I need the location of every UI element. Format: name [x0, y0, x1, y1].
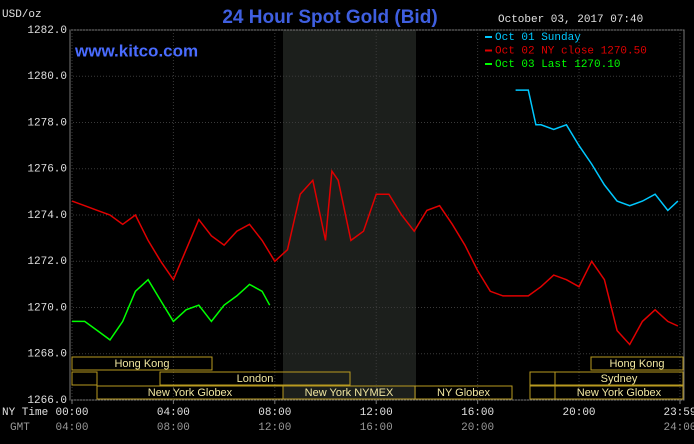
legend-label: Oct 01 Sunday [495, 32, 581, 44]
x-tick-label: 04:00 [157, 407, 190, 419]
price-line [72, 278, 271, 341]
timestamp: October 03, 2017 07:40 [498, 14, 643, 26]
x2-tick-label: 16:00 [360, 422, 393, 434]
x-tick-label: 20:00 [563, 407, 596, 419]
session-box [414, 385, 513, 400]
session-label: London [237, 373, 274, 385]
session-label: Hong Kong [609, 358, 664, 370]
session-box [590, 356, 684, 371]
x-tick-label: 12:00 [360, 407, 393, 419]
y-axis-label: USD/oz [2, 9, 42, 21]
y-tick-label: 1280.0 [27, 71, 67, 83]
x-axis-label: NY Time [2, 407, 48, 419]
x-tick-label: 08:00 [258, 407, 291, 419]
y-tick-label: 1278.0 [27, 117, 67, 129]
session-label: Sydney [601, 373, 638, 385]
session-label: Hong Kong [114, 358, 169, 370]
session-box [554, 385, 684, 400]
y-tick-label: 1268.0 [27, 349, 67, 361]
x2-tick-label: 04:00 [55, 422, 88, 434]
chart-title: 24 Hour Spot Gold (Bid) [222, 7, 437, 28]
session-label: NY Globex [437, 387, 490, 399]
session-label: New York Globex [577, 387, 662, 399]
y-tick-label: 1274.0 [27, 210, 67, 222]
x2-tick-label: 24:00 [663, 422, 694, 434]
y-tick-label: 1266.0 [27, 395, 67, 407]
session-box [71, 356, 213, 371]
x2-tick-label: 08:00 [157, 422, 190, 434]
x-tick-label: 00:00 [55, 407, 88, 419]
session-box [71, 371, 98, 386]
x-tick-label: 16:00 [461, 407, 494, 419]
x2-tick-label: 20:00 [461, 422, 494, 434]
y-tick-label: 1270.0 [27, 302, 67, 314]
x2-tick-label: 12:00 [258, 422, 291, 434]
price-line [71, 168, 679, 346]
x-tick-label: 23:59 [663, 407, 694, 419]
y-tick-label: 1276.0 [27, 164, 67, 176]
session-box [159, 371, 351, 386]
x2-axis-label: GMT [10, 422, 30, 434]
price-line [515, 89, 679, 212]
session-box [554, 371, 684, 386]
session-label: New York Globex [148, 387, 233, 399]
watermark: www.kitco.com [74, 41, 198, 60]
session-label: New York NYMEX [305, 387, 394, 399]
y-tick-label: 1272.0 [27, 256, 67, 268]
legend-label: Oct 02 NY close 1270.50 [495, 45, 647, 57]
y-tick-label: 1282.0 [27, 25, 67, 37]
legend-label: Oct 03 Last 1270.10 [495, 59, 620, 71]
